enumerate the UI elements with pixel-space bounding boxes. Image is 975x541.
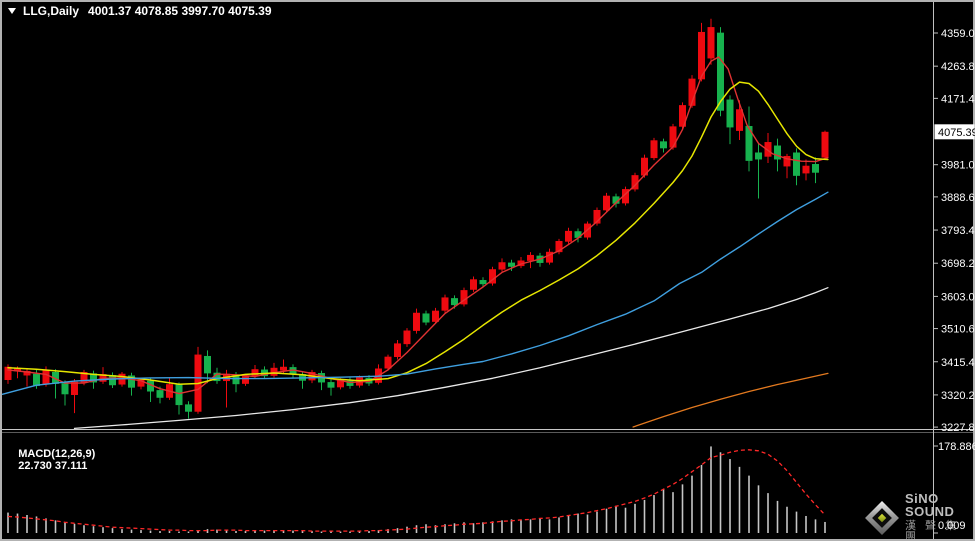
ma-long-white — [73, 287, 829, 430]
macd-axis-label: 0.009 — [938, 520, 966, 532]
indicator-name: MACD(12,26,9) — [18, 448, 96, 460]
candles — [4, 18, 829, 419]
macd-panel — [7, 446, 826, 533]
price-axis-label: 3320.20 — [941, 390, 975, 402]
macd-axis-label: 178.886 — [938, 441, 975, 453]
watermark-brand-cn: 漢 聲 集 團 — [905, 520, 960, 541]
current-price-label: 4075.39 — [938, 127, 975, 139]
price-axis-label: 3793.40 — [941, 225, 975, 237]
price-axis-label: 3698.20 — [941, 258, 975, 270]
ohlc-values: 4001.37 4078.85 3997.70 4075.39 — [88, 4, 272, 18]
symbol-dropdown-icon[interactable] — [8, 8, 16, 14]
indicator-values: 22.730 37.111 — [18, 460, 88, 472]
price-axis-label: 3888.60 — [941, 192, 975, 204]
macd-indicator-label: MACD(12,26,9) 22.730 37.111 — [6, 436, 99, 484]
price-axis-label: 4263.80 — [941, 61, 975, 73]
ma-mid-blue — [1, 191, 829, 395]
ma-longest-orange — [632, 372, 829, 428]
current-price-tag — [934, 124, 975, 140]
ma-fast-red — [7, 56, 829, 395]
price-axis-label: 4171.40 — [941, 93, 975, 105]
macd-signal-line — [7, 449, 826, 532]
price-axis-label: 3510.60 — [941, 324, 975, 336]
price-axis-label: 3981.00 — [941, 160, 975, 172]
price-axis-label: 3415.40 — [941, 357, 975, 369]
price-axis-label: 3227.80 — [941, 422, 975, 434]
watermark-brand: SiNO SOUND — [905, 491, 955, 519]
price-axis-label: 4359.00 — [941, 28, 975, 40]
price-axis-label: 3603.00 — [941, 291, 975, 303]
ma-slow-yellow — [7, 81, 829, 385]
watermark: SiNO SOUND 漢 聲 集 團 — [864, 492, 975, 541]
chart-title: LLG,Daily 4001.37 4078.85 3997.70 4075.3… — [8, 4, 272, 18]
symbol-period-label: LLG,Daily — [23, 4, 80, 18]
